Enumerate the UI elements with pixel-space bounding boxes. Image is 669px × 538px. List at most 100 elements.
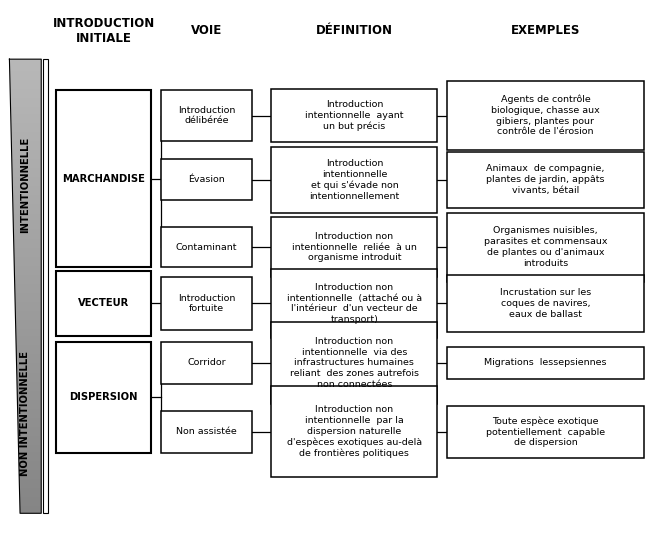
Polygon shape xyxy=(16,343,41,345)
Text: Agents de contrôle
biologique, chasse aux
gibiers, plantes pour
contrôle de l'ér: Agents de contrôle biologique, chasse au… xyxy=(491,95,600,137)
Polygon shape xyxy=(14,261,41,264)
Polygon shape xyxy=(10,84,41,87)
Polygon shape xyxy=(11,130,41,132)
Polygon shape xyxy=(10,98,41,100)
Polygon shape xyxy=(12,159,41,161)
Polygon shape xyxy=(18,424,41,427)
Polygon shape xyxy=(19,477,41,479)
Polygon shape xyxy=(17,372,41,375)
Polygon shape xyxy=(12,166,41,168)
Polygon shape xyxy=(10,89,41,91)
Polygon shape xyxy=(19,489,41,491)
Text: VECTEUR: VECTEUR xyxy=(78,299,129,308)
FancyBboxPatch shape xyxy=(161,90,252,140)
Polygon shape xyxy=(14,270,41,273)
Polygon shape xyxy=(13,191,41,193)
Polygon shape xyxy=(15,316,41,318)
FancyBboxPatch shape xyxy=(448,152,644,208)
FancyBboxPatch shape xyxy=(272,217,438,277)
Polygon shape xyxy=(15,302,41,305)
Polygon shape xyxy=(13,189,41,191)
Polygon shape xyxy=(13,202,41,204)
Polygon shape xyxy=(10,82,41,84)
Polygon shape xyxy=(10,95,41,98)
Polygon shape xyxy=(14,259,41,261)
Polygon shape xyxy=(13,236,41,238)
Polygon shape xyxy=(16,338,41,341)
Polygon shape xyxy=(11,154,41,157)
Polygon shape xyxy=(12,161,41,164)
Polygon shape xyxy=(16,345,41,348)
Text: Introduction non
intentionnelle  via des
infrastructures humaines
reliant  des z: Introduction non intentionnelle via des … xyxy=(290,337,419,389)
Polygon shape xyxy=(17,386,41,388)
Text: Introduction
intentionnelle  ayant
un but précis: Introduction intentionnelle ayant un but… xyxy=(305,100,403,131)
FancyBboxPatch shape xyxy=(56,271,151,336)
Polygon shape xyxy=(12,177,41,180)
Text: Introduction
intentionnelle
et qui s'évade non
intentionnellement: Introduction intentionnelle et qui s'éva… xyxy=(309,159,399,201)
Polygon shape xyxy=(18,443,41,445)
Polygon shape xyxy=(19,459,41,461)
Polygon shape xyxy=(17,407,41,409)
FancyBboxPatch shape xyxy=(161,226,252,267)
Polygon shape xyxy=(10,87,41,89)
Polygon shape xyxy=(18,416,41,418)
Polygon shape xyxy=(13,214,41,216)
Text: Introduction non
intentionnelle  (attaché ou à
l'intérieur  d'un vecteur de
tran: Introduction non intentionnelle (attaché… xyxy=(287,283,422,324)
Text: Incrustation sur les
coques de navires,
eaux de ballast: Incrustation sur les coques de navires, … xyxy=(500,288,591,318)
Polygon shape xyxy=(15,291,41,293)
Text: Non assistée: Non assistée xyxy=(176,427,237,436)
FancyBboxPatch shape xyxy=(161,410,252,453)
Polygon shape xyxy=(11,128,41,130)
Text: Introduction
délibérée: Introduction délibérée xyxy=(178,105,235,125)
Polygon shape xyxy=(11,139,41,141)
Polygon shape xyxy=(13,204,41,207)
Polygon shape xyxy=(13,238,41,241)
Polygon shape xyxy=(14,252,41,254)
Polygon shape xyxy=(9,61,41,63)
Polygon shape xyxy=(17,388,41,391)
Polygon shape xyxy=(18,427,41,429)
Polygon shape xyxy=(13,243,41,245)
FancyBboxPatch shape xyxy=(56,342,151,453)
Polygon shape xyxy=(19,448,41,450)
Polygon shape xyxy=(19,482,41,484)
Polygon shape xyxy=(15,305,41,307)
Polygon shape xyxy=(17,402,41,404)
Polygon shape xyxy=(19,479,41,482)
Polygon shape xyxy=(13,216,41,218)
Text: Organismes nuisibles,
parasites et commensaux
de plantes ou d'animaux
introduits: Organismes nuisibles, parasites et comme… xyxy=(484,226,607,268)
Text: INTENTIONNELLE: INTENTIONNELLE xyxy=(20,136,30,232)
Polygon shape xyxy=(19,472,41,475)
Polygon shape xyxy=(17,370,41,372)
Polygon shape xyxy=(16,355,41,357)
Polygon shape xyxy=(13,241,41,243)
Polygon shape xyxy=(13,225,41,227)
Polygon shape xyxy=(17,395,41,398)
Polygon shape xyxy=(20,511,41,513)
Polygon shape xyxy=(12,164,41,166)
Polygon shape xyxy=(13,209,41,211)
Polygon shape xyxy=(18,420,41,422)
Polygon shape xyxy=(15,309,41,311)
Polygon shape xyxy=(15,318,41,320)
Polygon shape xyxy=(18,436,41,438)
Polygon shape xyxy=(13,221,41,223)
Polygon shape xyxy=(15,325,41,327)
Polygon shape xyxy=(10,77,41,80)
Polygon shape xyxy=(17,359,41,361)
Polygon shape xyxy=(12,171,41,173)
Polygon shape xyxy=(10,75,41,77)
FancyBboxPatch shape xyxy=(448,406,644,457)
Text: Corridor: Corridor xyxy=(187,358,225,367)
Polygon shape xyxy=(11,104,41,107)
Polygon shape xyxy=(17,366,41,368)
Polygon shape xyxy=(14,254,41,257)
Text: EXEMPLES: EXEMPLES xyxy=(511,24,580,38)
Polygon shape xyxy=(17,391,41,393)
Text: Introduction non
intentionnelle  par la
dispersion naturelle
d'espèces exotiques: Introduction non intentionnelle par la d… xyxy=(287,405,422,458)
Polygon shape xyxy=(11,118,41,121)
Polygon shape xyxy=(20,502,41,504)
Polygon shape xyxy=(14,266,41,268)
Polygon shape xyxy=(19,457,41,459)
FancyBboxPatch shape xyxy=(272,386,438,477)
